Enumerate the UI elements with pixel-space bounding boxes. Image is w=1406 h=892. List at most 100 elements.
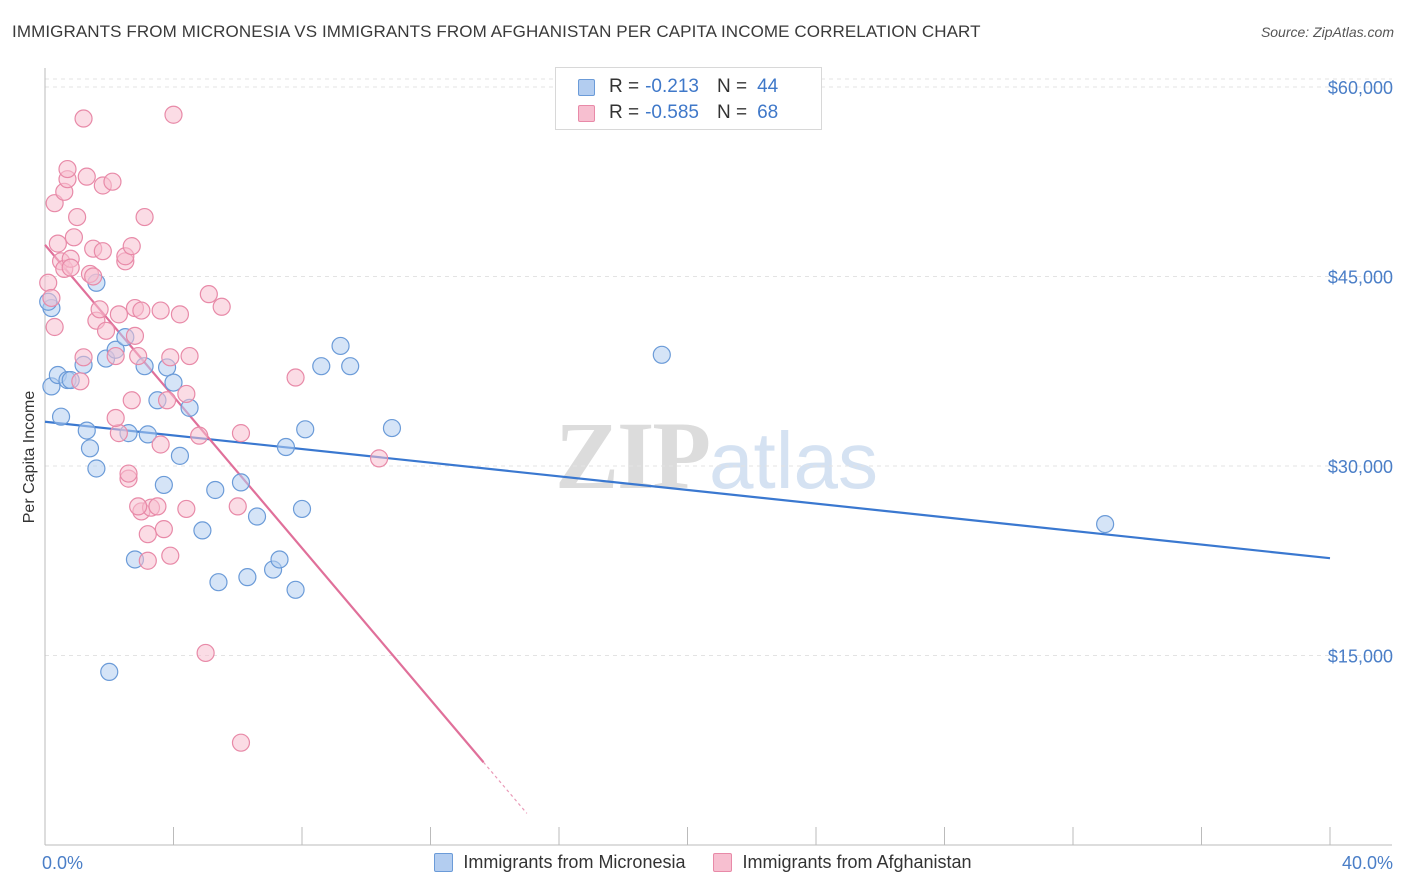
afghanistan-point: [96, 321, 116, 340]
micronesia-point: [292, 499, 312, 519]
micronesia-point: [312, 357, 331, 376]
chart-title: IMMIGRANTS FROM MICRONESIA VS IMMIGRANTS…: [12, 22, 981, 41]
afghanistan-point: [109, 305, 128, 324]
micronesia-point: [154, 475, 173, 495]
afghanistan-point: [64, 228, 84, 247]
afghanistan-point: [132, 301, 151, 320]
axes: [44, 68, 1392, 846]
micronesia-point: [51, 407, 71, 426]
afghanistan-point: [138, 551, 157, 570]
afghanistan-point: [61, 258, 80, 277]
y-tick-label: $15,000: [1328, 646, 1393, 666]
afghanistan-legend-swatch: [713, 853, 733, 872]
afghanistan-r-value: -0.585: [645, 102, 699, 123]
afghanistan-legend-label: Immigrants from Afghanistan: [742, 852, 972, 872]
source-credit: Source: ZipAtlas.com: [1260, 24, 1394, 40]
afghanistan-point: [103, 172, 122, 191]
afghanistan-point: [170, 305, 190, 324]
y-tick-label: $60,000: [1328, 78, 1393, 98]
micronesia-point: [341, 357, 360, 376]
legend-item-afghanistan: Immigrants from Afghanistan: [713, 852, 972, 873]
afghanistan-point: [286, 368, 305, 387]
afghanistan-point: [119, 464, 138, 483]
watermark-atlas: atlas: [709, 416, 879, 505]
micronesia-trend-line: [44, 420, 1331, 560]
afghanistan-point: [125, 326, 145, 345]
legend-row-afghanistan: R = -0.585 N = 68: [578, 101, 778, 125]
afghanistan-point: [58, 159, 77, 179]
afghanistan-point: [138, 525, 157, 544]
micronesia-r-value: -0.213: [645, 76, 699, 97]
afghanistan-point: [122, 237, 141, 256]
afghanistan-point: [212, 297, 231, 316]
y-axis-label: Per Capita Income: [21, 391, 38, 524]
afghanistan-point: [164, 105, 183, 124]
afghanistan-point: [161, 348, 180, 367]
micronesia-point: [87, 459, 106, 478]
x-tick-label-min: 0.0%: [42, 853, 83, 873]
afghanistan-point: [93, 242, 112, 261]
afghanistan-point: [84, 267, 103, 286]
afghanistan-trend-line: [44, 244, 485, 763]
micronesia-point: [231, 473, 251, 492]
micronesia-point: [77, 421, 96, 440]
data-points: [39, 105, 1115, 752]
afghanistan-point: [42, 288, 61, 308]
micronesia-r-label: R =: [609, 76, 640, 97]
afghanistan-point: [148, 497, 167, 516]
micronesia-point: [296, 420, 315, 439]
afghanistan-r-label: R =: [609, 102, 640, 123]
afghanistan-swatch: [578, 104, 595, 122]
afghanistan-point: [74, 109, 93, 128]
afghanistan-point: [48, 234, 67, 253]
afghanistan-point: [90, 300, 109, 319]
afghanistan-point: [129, 497, 148, 516]
micronesia-point: [331, 336, 350, 356]
afghanistan-point: [77, 167, 96, 186]
afghanistan-point: [45, 317, 64, 337]
y-tick-label: $30,000: [1328, 457, 1393, 477]
watermark-zip: ZIP: [555, 402, 711, 509]
micronesia-swatch: [578, 78, 595, 96]
afghanistan-point: [177, 499, 196, 519]
micronesia-point: [276, 437, 296, 457]
micronesia-point: [286, 580, 305, 599]
afghanistan-point: [106, 408, 125, 428]
tick-labels: $15,000 $30,000 $45,000 $60,000 0.0% 40.0%: [42, 78, 1393, 873]
afghanistan-point: [231, 733, 251, 752]
afghanistan-point: [68, 207, 87, 227]
afghanistan-point: [177, 384, 196, 404]
micronesia-point: [247, 507, 267, 526]
afghanistan-point: [157, 391, 177, 410]
micronesia-point: [170, 446, 190, 465]
afghanistan-point: [71, 372, 90, 391]
afghanistan-point: [109, 424, 128, 443]
afghanistan-point: [228, 497, 247, 516]
trend-lines: [44, 244, 1331, 814]
afghanistan-point: [151, 301, 170, 320]
micronesia-legend-label: Immigrants from Micronesia: [463, 852, 686, 872]
afghanistan-point: [154, 520, 173, 539]
afghanistan-point: [196, 643, 215, 663]
micronesia-point: [382, 418, 402, 438]
micronesia-point: [238, 568, 257, 587]
afghanistan-point: [180, 346, 199, 366]
micronesia-point: [270, 550, 289, 569]
correlation-legend: R = -0.213 N = 44 R = -0.585 N = 68: [555, 67, 822, 130]
afghanistan-point: [199, 285, 218, 304]
afghanistan-point: [39, 273, 58, 292]
watermark: ZIPatlas: [555, 400, 878, 511]
micronesia-n-label: N =: [716, 76, 748, 97]
afghanistan-point: [370, 449, 389, 468]
afghanistan-trend-extension: [483, 761, 528, 814]
x-tick-label-max: 40.0%: [1342, 853, 1393, 873]
series-legend: Immigrants from Micronesia Immigrants fr…: [0, 852, 1406, 873]
legend-row-micronesia: R = -0.213 N = 44: [578, 75, 778, 99]
afghanistan-point: [122, 391, 141, 410]
micronesia-point: [100, 662, 119, 682]
afghanistan-point: [135, 207, 154, 227]
afghanistan-n-label: N =: [716, 102, 748, 123]
micronesia-point: [80, 439, 100, 458]
micronesia-point: [193, 521, 212, 540]
